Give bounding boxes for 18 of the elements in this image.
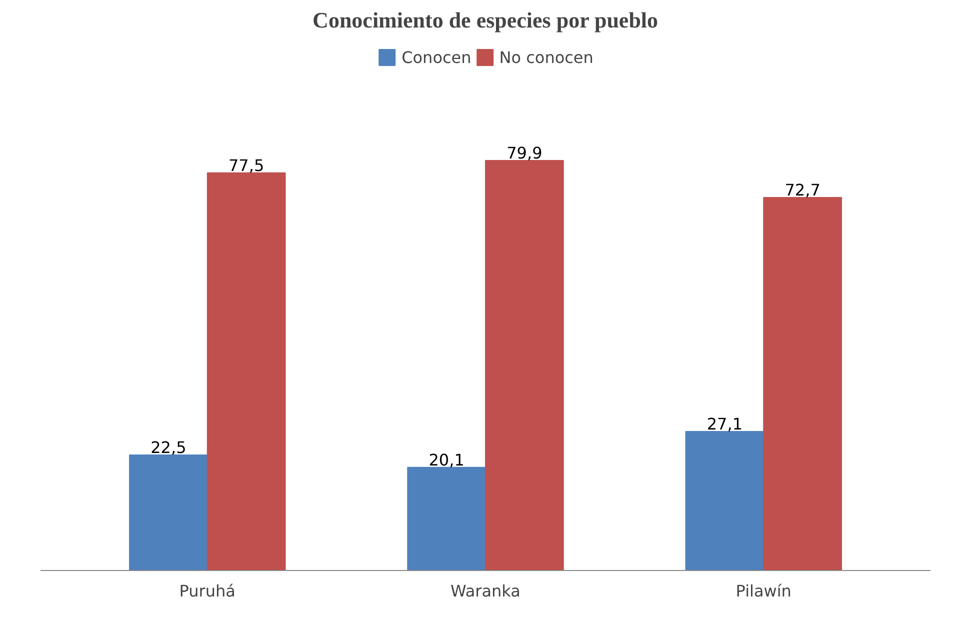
data-label: 77,5 [228,156,264,175]
chart-title: Conocimiento de especies por pueblo [312,8,658,32]
data-label: 22,5 [150,438,186,458]
bar [206,172,286,570]
x-tick-label: Puruhá [179,582,236,600]
bar [129,454,208,570]
x-tick-label: Waranka [450,582,520,600]
bar [407,466,486,570]
data-label: 72,7 [784,180,820,200]
data-label: 79,9 [506,144,542,162]
x-tick-label: Pilawín [736,582,792,600]
legend-label: No conocen [499,48,594,66]
bar [685,430,764,570]
bar [485,160,564,570]
legend-label: Conocen [402,48,472,66]
bar [763,196,842,570]
data-label: 27,1 [706,414,742,434]
data-label: 20,1 [428,450,464,470]
